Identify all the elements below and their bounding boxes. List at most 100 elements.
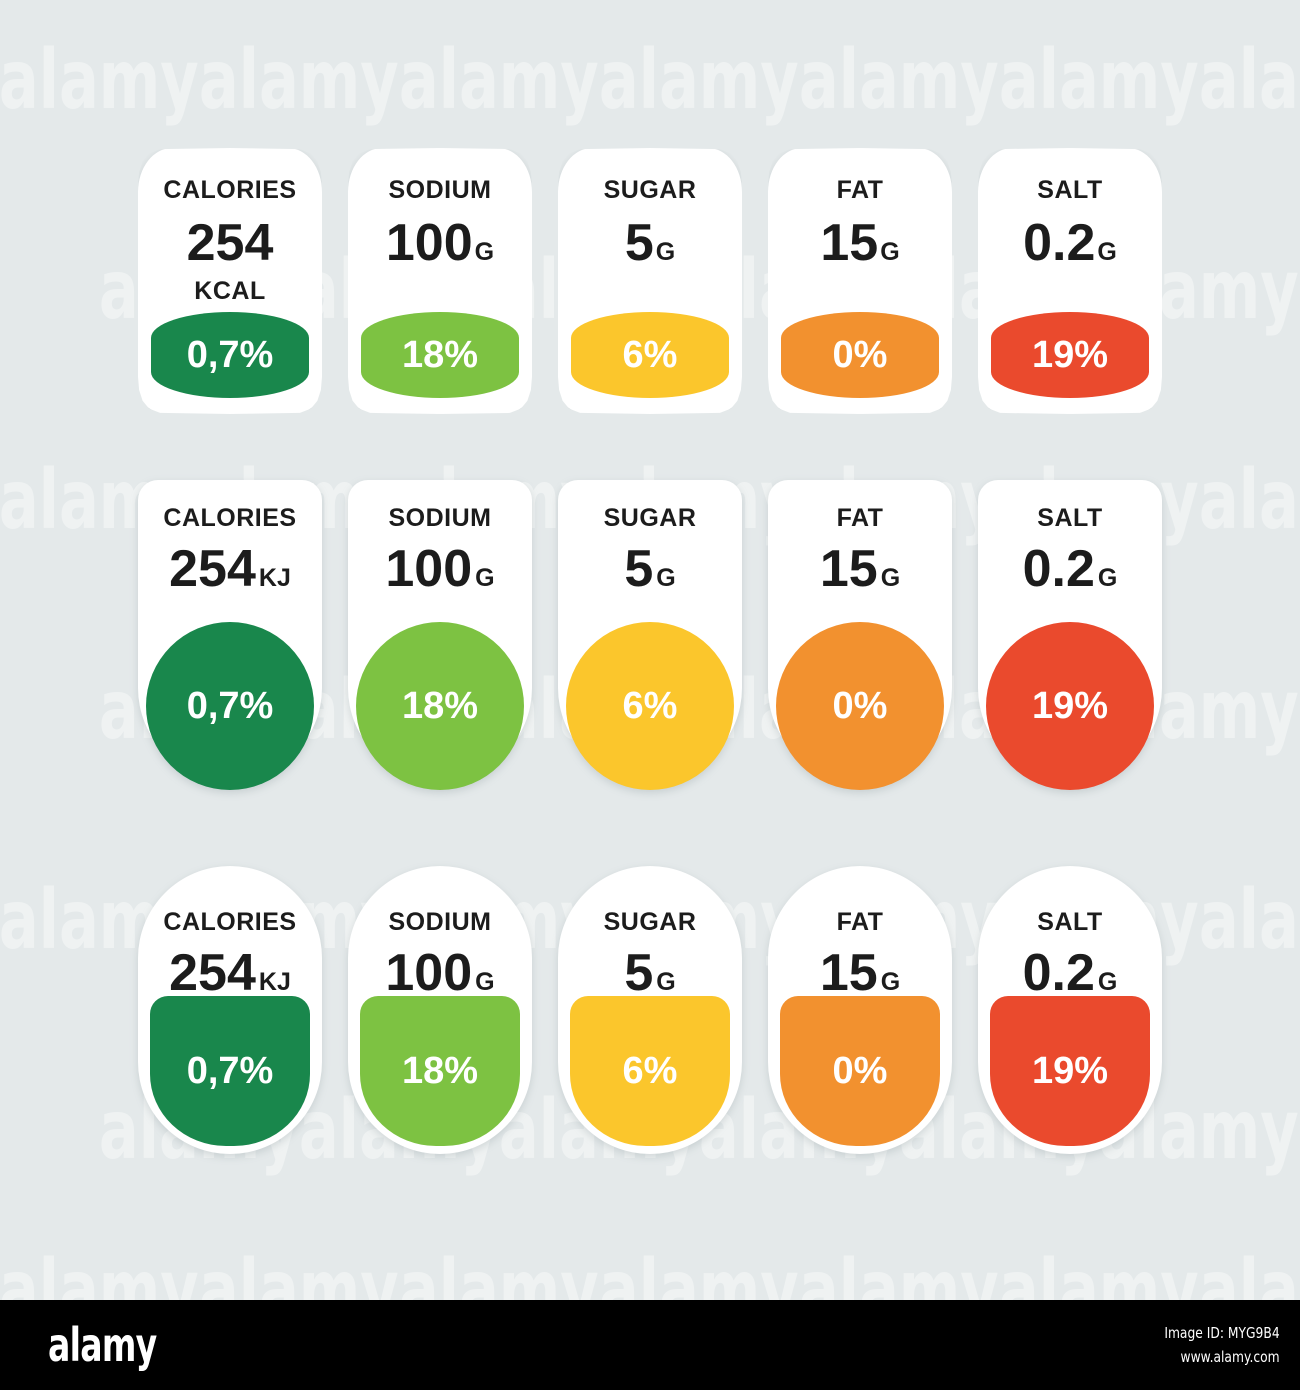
- nutrition-card-row-2: CALORIES 254 KJ 0,7% SODIUM 100 G 18% SUGAR 5 G 6% F…: [0, 480, 1300, 790]
- nutrient-label: CALORIES: [163, 176, 297, 204]
- nutrition-card-calories[interactable]: CALORIES 254 KCAL 0,7%: [138, 148, 322, 414]
- nutrient-label: FAT: [836, 504, 884, 532]
- daily-value-badge[interactable]: 0,7%: [151, 312, 309, 398]
- daily-value-badge[interactable]: 19%: [990, 996, 1150, 1146]
- nutrient-amount: 100: [385, 540, 473, 598]
- nutrient-value-line: 100 G: [385, 947, 494, 999]
- nutrient-value-line: 15 G: [820, 947, 900, 999]
- daily-value-badge[interactable]: 0%: [781, 312, 939, 398]
- nutrient-label: CALORIES: [163, 908, 297, 936]
- nutrient-amount: 5: [624, 540, 654, 598]
- nutrient-amount: 100: [385, 214, 473, 272]
- image-id-label: Image ID: MYG9B4: [1164, 1324, 1280, 1342]
- daily-value-badge[interactable]: 0,7%: [146, 622, 314, 790]
- nutrient-label: SUGAR: [603, 908, 697, 936]
- watermark-text: alamy: [798, 33, 999, 128]
- daily-value-badge[interactable]: 18%: [356, 622, 524, 790]
- nutrient-unit: G: [1097, 968, 1118, 996]
- nutrient-amount: 5: [624, 214, 654, 272]
- watermark-text: alamy: [598, 33, 799, 128]
- nutrition-card-sugar[interactable]: SUGAR 5 G 6%: [558, 866, 742, 1154]
- nutrient-value-line: 15 G: [820, 543, 900, 595]
- nutrient-value-line: 254 KJ: [169, 543, 291, 595]
- nutrient-unit: G: [475, 564, 495, 592]
- nutrient-unit: G: [656, 564, 676, 592]
- nutrient-value-line: 254: [187, 217, 274, 269]
- nutrient-value-line: 254 KJ: [169, 947, 291, 999]
- nutrition-card-sodium[interactable]: SODIUM 100 G 18%: [348, 480, 532, 790]
- nutrient-amount: 254: [169, 540, 256, 598]
- nutrient-unit: G: [474, 238, 495, 266]
- daily-value-badge[interactable]: 6%: [571, 312, 729, 398]
- nutrient-unit: G: [656, 968, 676, 996]
- nutrition-card-sugar[interactable]: SUGAR 5 G 6%: [558, 148, 742, 414]
- daily-value-badge[interactable]: 18%: [360, 996, 520, 1146]
- nutrient-value-line: 0.2 G: [1023, 217, 1117, 269]
- nutrition-card-calories[interactable]: CALORIES 254 KJ 0,7%: [138, 866, 322, 1154]
- nutrient-amount: 15: [819, 540, 878, 598]
- nutrient-value-line: 0.2 G: [1023, 947, 1118, 999]
- daily-value-badge[interactable]: 18%: [361, 312, 519, 398]
- nutrition-card-sodium[interactable]: SODIUM 100 G 18%: [348, 866, 532, 1154]
- watermark-text: alamy: [0, 33, 199, 128]
- alamy-logo: alamy: [48, 1318, 157, 1372]
- nutrient-value-line: 15 G: [820, 217, 899, 269]
- nutrition-card-salt[interactable]: SALT 0.2 G 19%: [978, 148, 1162, 414]
- website-label: www.alamy.com: [1180, 1348, 1280, 1366]
- nutrient-unit: G: [880, 238, 900, 266]
- nutrient-label: SODIUM: [388, 504, 492, 532]
- daily-value-badge[interactable]: 19%: [986, 622, 1154, 790]
- footer-meta: Image ID: MYG9B4 www.alamy.com: [1139, 1321, 1280, 1369]
- nutrition-card-fat[interactable]: FAT 15 G 0%: [768, 480, 952, 790]
- nutrient-label: FAT: [836, 176, 884, 204]
- daily-value-badge[interactable]: 19%: [991, 312, 1149, 398]
- nutrient-amount: 15: [820, 214, 879, 272]
- daily-value-badge[interactable]: 0%: [780, 996, 940, 1146]
- nutrition-card-salt[interactable]: SALT 0.2 G 19%: [978, 866, 1162, 1154]
- nutrient-unit: G: [1097, 238, 1117, 266]
- daily-value-badge[interactable]: 6%: [570, 996, 730, 1146]
- daily-value-badge[interactable]: 0,7%: [150, 996, 310, 1146]
- nutrient-unit: KJ: [258, 564, 291, 592]
- daily-value-badge[interactable]: 0%: [776, 622, 944, 790]
- nutrient-amount: 5: [624, 944, 654, 1002]
- nutrient-label: SODIUM: [388, 908, 492, 936]
- stock-photo-footer-bar: alamy Image ID: MYG9B4 www.alamy.com: [0, 1300, 1300, 1390]
- nutrient-label: SUGAR: [603, 504, 697, 532]
- nutrient-label: SALT: [1037, 176, 1103, 204]
- watermark-text: alamy: [398, 33, 599, 128]
- nutrient-amount: 15: [819, 944, 878, 1002]
- watermark-text: alamy: [998, 33, 1199, 128]
- nutrient-unit: G: [655, 238, 676, 266]
- nutrition-card-row-1: CALORIES 254 KCAL 0,7% SODIUM 100 G 18% SUGAR 5 G 6…: [0, 148, 1300, 414]
- nutrition-card-fat[interactable]: FAT 15 G 0%: [768, 866, 952, 1154]
- nutrient-unit: KJ: [258, 968, 291, 996]
- nutrient-amount: 100: [385, 944, 473, 1002]
- nutrient-amount: 0.2: [1022, 540, 1095, 598]
- nutrition-card-sugar[interactable]: SUGAR 5 G 6%: [558, 480, 742, 790]
- nutrient-unit: G: [475, 968, 495, 996]
- nutrition-card-row-3: CALORIES 254 KJ 0,7% SODIUM 100 G 18% SUGAR 5 G 6% F…: [0, 866, 1300, 1154]
- nutrient-amount: 0.2: [1023, 214, 1096, 272]
- nutrient-amount: 254: [186, 214, 274, 272]
- nutrition-card-calories[interactable]: CALORIES 254 KJ 0,7%: [138, 480, 322, 790]
- nutrient-unit: G: [880, 968, 901, 996]
- nutrient-label: SUGAR: [603, 176, 697, 204]
- nutrient-unit-sublabel: KCAL: [194, 277, 266, 305]
- nutrient-amount: 254: [169, 944, 256, 1002]
- nutrition-card-sodium[interactable]: SODIUM 100 G 18%: [348, 148, 532, 414]
- nutrient-label: FAT: [836, 908, 884, 936]
- nutrient-value-line: 100 G: [385, 543, 494, 595]
- nutrition-card-fat[interactable]: FAT 15 G 0%: [768, 148, 952, 414]
- daily-value-badge[interactable]: 6%: [566, 622, 734, 790]
- nutrition-card-salt[interactable]: SALT 0.2 G 19%: [978, 480, 1162, 790]
- nutrient-value-line: 0.2 G: [1023, 543, 1118, 595]
- nutrient-label: CALORIES: [163, 504, 297, 532]
- nutrient-label: SALT: [1037, 504, 1103, 532]
- nutrient-amount: 0.2: [1022, 944, 1095, 1002]
- watermark-text: alamy: [198, 33, 399, 128]
